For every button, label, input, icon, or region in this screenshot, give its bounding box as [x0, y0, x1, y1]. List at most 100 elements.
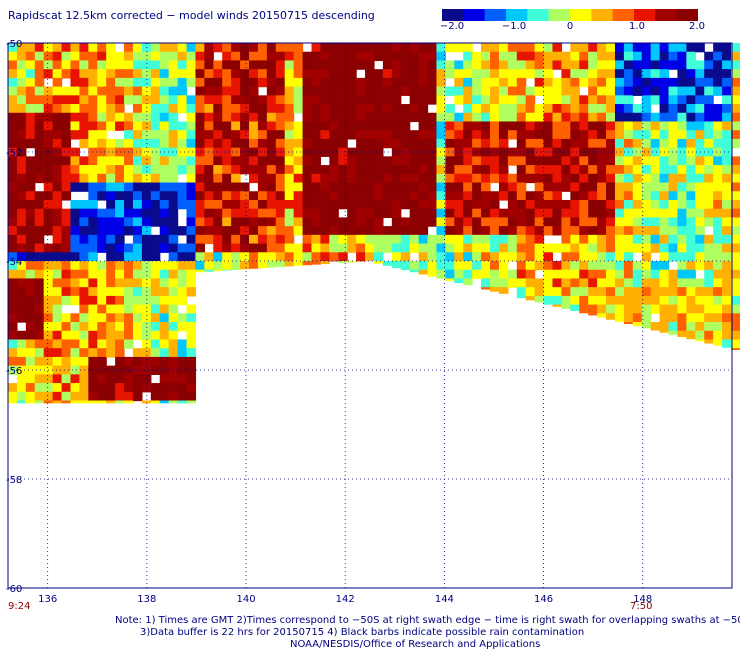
heatmap-cell	[186, 130, 197, 140]
heatmap-cell	[284, 261, 295, 267]
heatmap-cell	[695, 165, 705, 175]
heatmap-cell	[249, 217, 259, 227]
heatmap-cell	[115, 348, 125, 358]
heatmap-cell	[445, 173, 455, 184]
heatmap-cell	[79, 339, 89, 349]
heatmap-cell	[713, 217, 723, 227]
heatmap-cell	[61, 51, 72, 62]
heatmap-cell	[606, 138, 616, 149]
heatmap-cell	[106, 217, 116, 227]
heatmap-cell	[498, 69, 509, 79]
heatmap-cell	[275, 165, 286, 175]
heatmap-cell	[115, 391, 125, 402]
heatmap-cell	[97, 60, 107, 70]
heatmap-cell	[677, 51, 687, 62]
heatmap-cell	[25, 217, 36, 227]
heatmap-cell	[516, 86, 527, 96]
heatmap-cell	[570, 182, 580, 192]
heatmap-cell	[177, 391, 188, 402]
heatmap-cell	[445, 243, 455, 253]
heatmap-cell	[668, 130, 679, 140]
heatmap-cell	[329, 60, 339, 70]
heatmap-cell	[597, 165, 607, 175]
heatmap-cell	[293, 86, 304, 96]
heatmap-cell	[70, 165, 81, 175]
heatmap-cell	[400, 199, 411, 210]
heatmap-cell	[115, 322, 125, 332]
heatmap-cell	[347, 60, 357, 70]
heatmap-cell	[677, 234, 687, 245]
heatmap-cell	[293, 243, 304, 253]
heatmap-cell	[650, 147, 661, 157]
heatmap-cell	[8, 400, 18, 404]
heatmap-cell	[195, 130, 205, 140]
heatmap-cell	[606, 156, 616, 166]
heatmap-cell	[713, 77, 723, 88]
heatmap-cell	[284, 69, 295, 79]
heatmap-cell	[34, 269, 45, 280]
heatmap-cell	[52, 287, 63, 297]
heatmap-cell	[150, 69, 161, 79]
heatmap-cell	[186, 112, 197, 123]
heatmap-cell	[88, 243, 98, 253]
heatmap-cell	[597, 156, 607, 166]
heatmap-cell	[25, 43, 36, 53]
heatmap-cell	[34, 138, 45, 149]
heatmap-cell	[498, 226, 509, 236]
heatmap-cell	[579, 121, 589, 131]
heatmap-cell	[704, 173, 714, 184]
heatmap-cell	[16, 199, 27, 210]
heatmap-cell	[97, 356, 107, 367]
heatmap-cell	[141, 261, 152, 271]
heatmap-cell	[231, 104, 241, 114]
heatmap-cell	[97, 173, 107, 184]
heatmap-cell	[186, 374, 197, 384]
heatmap-cell	[25, 191, 36, 201]
heatmap-cell	[338, 86, 348, 96]
heatmap-cell	[70, 226, 81, 236]
heatmap-cell	[338, 69, 348, 79]
heatmap-cell	[713, 269, 723, 280]
heatmap-cell	[632, 69, 643, 79]
heatmap-cell	[150, 104, 161, 114]
heatmap-cell	[284, 234, 295, 245]
heatmap-cell	[632, 130, 643, 140]
heatmap-cell	[222, 69, 232, 79]
heatmap-cell	[525, 95, 536, 105]
heatmap-cell	[713, 287, 723, 297]
heatmap-cell	[641, 165, 652, 175]
heatmap-cell	[436, 60, 446, 70]
heatmap-cell	[436, 121, 446, 131]
heatmap-cell	[543, 252, 554, 262]
heatmap-cell	[150, 130, 161, 140]
heatmap-cell	[606, 51, 616, 62]
heatmap-cell	[614, 261, 625, 271]
heatmap-cell	[686, 121, 696, 131]
heatmap-cell	[472, 261, 482, 271]
heatmap-cell	[150, 400, 161, 404]
heatmap-cell	[150, 252, 161, 262]
heatmap-cell	[115, 261, 125, 271]
heatmap-cell	[124, 208, 134, 218]
heatmap-cell	[704, 295, 714, 306]
heatmap-cell	[525, 138, 536, 149]
heatmap-cell	[8, 208, 18, 218]
heatmap-cell	[463, 165, 473, 175]
heatmap-cell	[16, 226, 27, 236]
heatmap-cell	[150, 313, 161, 323]
heatmap-cell	[606, 313, 616, 320]
heatmap-cell	[97, 165, 107, 175]
heatmap-cell	[373, 95, 384, 105]
heatmap-cell	[713, 339, 723, 346]
heatmap-cell	[150, 121, 161, 131]
heatmap-cell	[570, 43, 580, 53]
heatmap-cell	[427, 217, 438, 227]
heatmap-cell	[79, 348, 89, 358]
heatmap-cell	[124, 138, 134, 149]
heatmap-cell	[16, 217, 27, 227]
heatmap-cell	[329, 112, 339, 123]
heatmap-cell	[356, 112, 366, 123]
heatmap-cell	[213, 130, 223, 140]
heatmap-cell	[373, 252, 384, 262]
heatmap-cell	[382, 191, 393, 201]
